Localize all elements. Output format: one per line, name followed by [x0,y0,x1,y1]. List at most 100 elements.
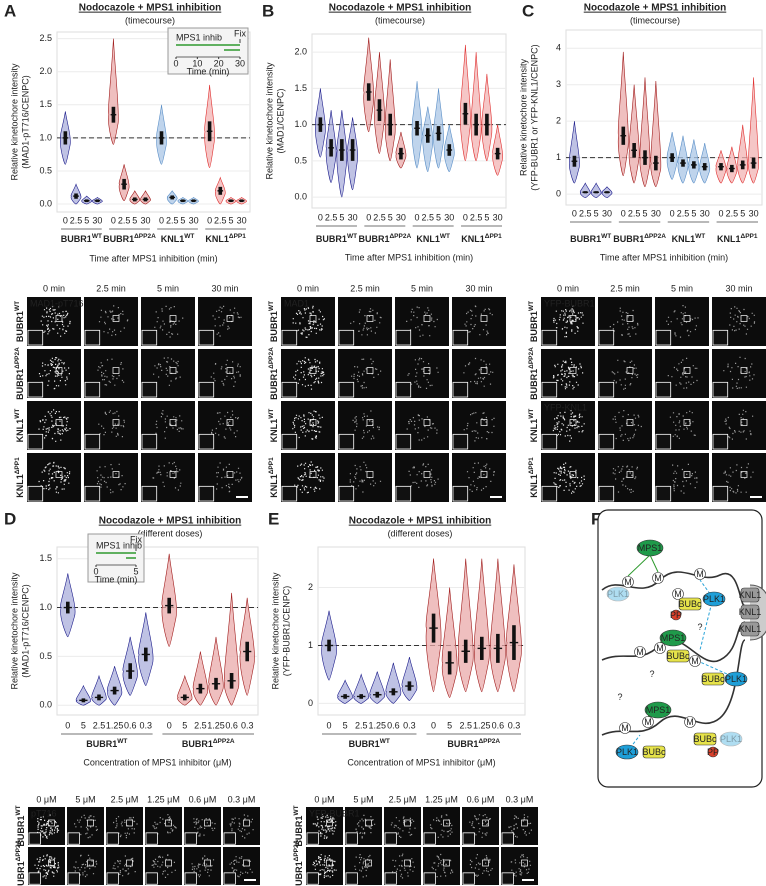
row-label: KNL1WT [528,409,540,443]
zoom-inset [598,433,615,450]
row-label-sup: ΔPP2A [293,839,300,861]
violin [208,636,224,706]
phosphorylation-arrow [649,554,659,573]
row-label-name: KNL1 [15,419,25,443]
violin [369,671,386,704]
violin [470,52,482,162]
zoom-inset [541,381,558,398]
column-header: 0.3 μM [506,794,534,804]
zoom-inset [598,485,615,502]
node-label: M [624,577,632,587]
column-header: 1.25 μM [425,794,458,804]
column-header: 30 min [725,283,752,293]
column-header: 30 min [211,283,238,293]
kinetochore-signal [193,818,216,837]
zoom-inset [712,433,729,450]
node-label: MPS1 [638,543,663,553]
y-axis-label: Relative kinetochore intensity [518,58,528,176]
group-label-sup: WT [184,233,194,240]
node-label: KNL1 [739,590,762,600]
group-label: BUBR1ΔPP2A [613,233,666,245]
group-label-name: BUBR1 [358,234,389,244]
zoom-inset [198,485,215,502]
zoom-region [423,315,431,322]
group-label-name: KNL1 [161,234,185,244]
node-shape [701,672,725,686]
column-header: 2.5 min [350,283,380,293]
node-label: ? [617,692,622,702]
row-label: KNL1WT [14,409,26,443]
y-tick-label: 1.0 [39,602,52,612]
group-label: BUBR1WT [349,738,390,750]
zoom-region [48,859,55,867]
node-label: M [686,717,694,727]
x-tick-label: 2.5 [118,215,131,225]
zoom-inset [141,485,158,502]
zoom-inset [384,832,397,845]
x-tick-label: 1.25 [207,720,225,730]
kinetochore-signal [463,357,494,387]
x-tick-label: 0 [718,208,723,218]
node-label: M [674,589,682,599]
column-header: 5 min [411,283,433,293]
x-tick-label: 0 [318,212,323,222]
kinetochore-signal [349,461,382,493]
violin [108,38,119,145]
group-label: KNL1ΔPP1 [205,233,246,245]
column-header: 5 μM [75,794,95,804]
x-tick-label: 30 [700,208,710,218]
x-tick-label: 30 [140,215,150,225]
zoom-region [366,471,374,478]
zoom-inset [501,872,514,885]
row-label-sup: WT [528,409,535,419]
y-axis-label: (MAD1/CENPC) [275,88,285,153]
zoom-inset [462,832,475,845]
zoom-region [683,419,691,426]
zoom-inset [145,832,158,845]
y-tick-label: 2.0 [294,47,307,57]
node-label: M [644,717,652,727]
zoom-region [423,419,431,426]
x-tick-label: 5 [691,208,696,218]
zoom-inset [184,872,197,885]
node-shape [666,649,690,663]
y-tick-label: 2 [556,116,561,126]
kinetochore-signal [98,305,129,336]
inset-tick-label: 5 [133,566,138,576]
row-label-name: BUBR1 [294,816,304,847]
row-label: BUBR1ΔPP2A [15,839,27,886]
kinetochore-signal [294,461,325,494]
x-tick-label: 1.25 [473,720,491,730]
group-label: BUBR1WT [316,233,357,245]
kinetochore-signal [612,410,642,442]
kinetochore-signal [211,410,239,439]
zoom-region [226,315,234,322]
zoom-inset [345,872,358,885]
kinetochore-signal [723,463,754,494]
group-label: BUBR1WT [86,738,127,750]
group-label: BUBR1WT [61,233,102,245]
group-label-name: KNL1 [205,234,229,244]
zoom-region [55,471,63,478]
kinetochore-signal [406,414,438,441]
zoom-region [326,859,333,867]
x-tick-label: 0 [111,215,116,225]
kinetochore-signal [350,308,382,336]
group-label: KNL1ΔPP1 [461,233,502,245]
violin [677,135,689,184]
zoom-inset [338,485,355,502]
zoom-region [87,859,94,867]
zoom-inset [541,433,558,450]
zoom-inset [712,381,729,398]
node-label: MPS1 [646,705,671,715]
plot-area [565,29,763,206]
node-shape [622,576,634,588]
row-label: BUBR1WT [528,301,540,342]
x-tick-label: 30 [749,208,759,218]
zoom-region [569,419,577,426]
plk1-arrow [626,734,641,753]
zoom-region [326,819,333,827]
chart-subtitle: (different doses) [388,528,453,538]
column-header: 1.25 μM [147,794,180,804]
